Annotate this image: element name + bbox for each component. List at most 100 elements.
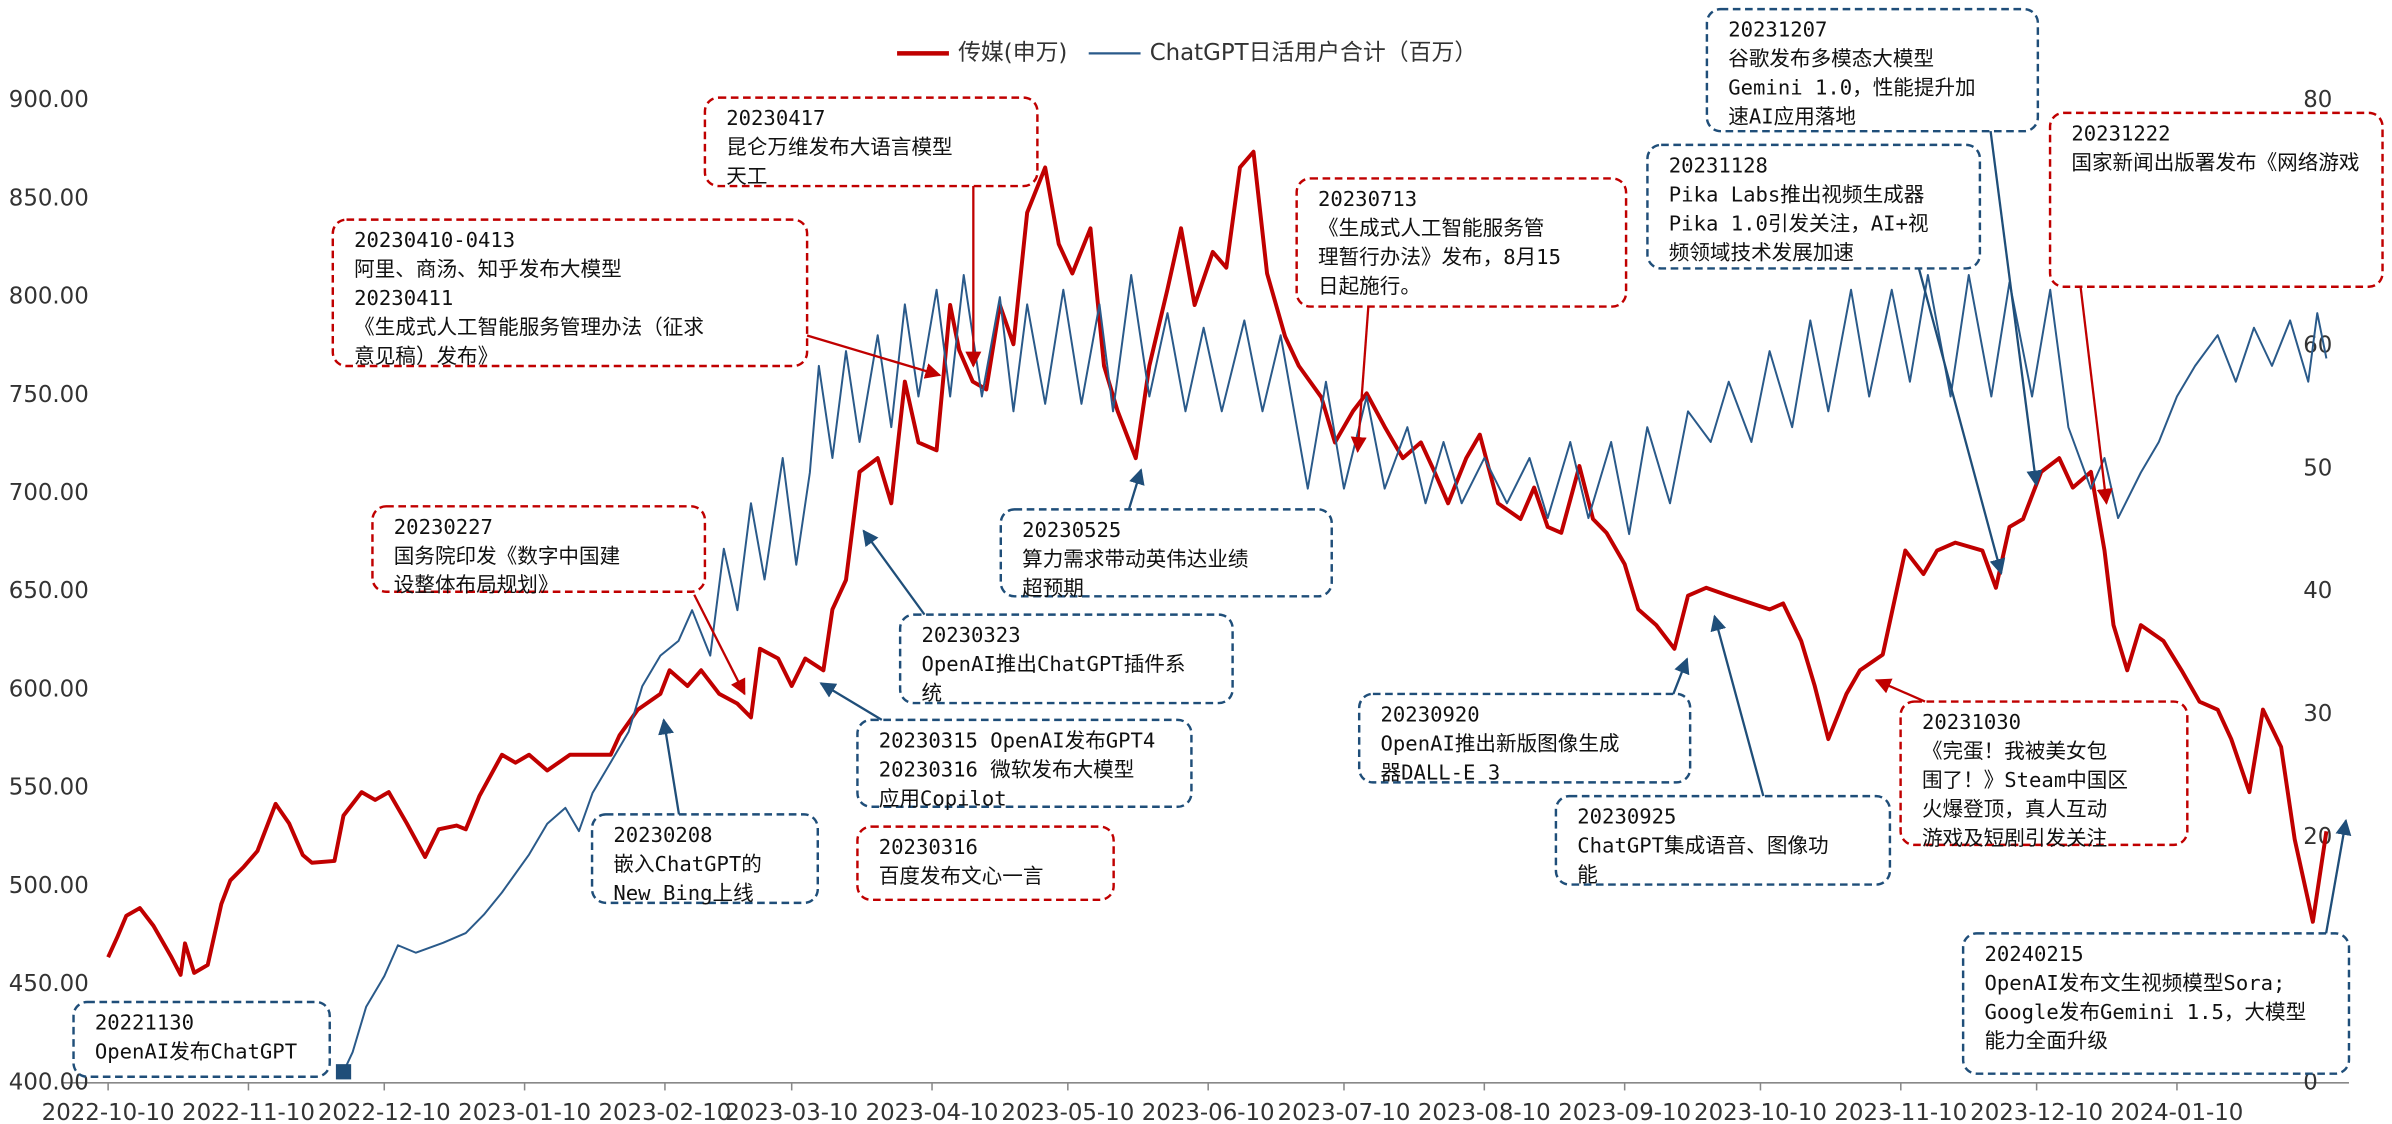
- annotation: 20230208 嵌入ChatGPT的 New Bing上线: [590, 718, 819, 905]
- y-tick-label: 450.00: [9, 971, 89, 997]
- y2-tick-label: 0: [2303, 1069, 2318, 1095]
- series-line: [106, 149, 2329, 977]
- legend-label: ChatGPT日活用户合计（百万）: [1150, 40, 1477, 66]
- annotation-text: 频领域技术发展加速: [1669, 240, 1854, 264]
- annotation-box: [1646, 143, 1982, 270]
- annotation-arrow: [1989, 131, 2043, 487]
- annotation-text: 20230323: [921, 623, 1020, 647]
- x-tick-label: 2023-02-10: [599, 1100, 732, 1124]
- x-tick-label: 2023-12-10: [1970, 1100, 2103, 1124]
- x-tick-label: 2022-11-10: [182, 1100, 315, 1124]
- series-start-marker: [335, 1064, 352, 1080]
- annotation-box: [1961, 932, 2351, 1075]
- y-tick-label: 600.00: [9, 676, 89, 702]
- y-tick-label: 750.00: [9, 382, 89, 408]
- annotation-arrow: [1350, 306, 1370, 454]
- annotation-text: 国家新闻出版署发布《网络游戏: [2071, 150, 2359, 174]
- annotation-arrow: [1672, 657, 1690, 695]
- series-line: [342, 273, 2328, 1073]
- legend: 传媒(申万) ChatGPT日活用户合计（百万）: [897, 40, 1477, 66]
- annotation-box: [898, 613, 1234, 705]
- annotation-text: 20230417: [726, 106, 825, 130]
- annotation-arrow: [1917, 268, 2006, 575]
- x-tick-label: 2023-10-10: [1694, 1100, 1827, 1124]
- y2-tick-label: 30: [2303, 701, 2332, 727]
- annotation-box: [856, 718, 1193, 808]
- annotation: 20231128 Pika Labs推出视频生成器 Pika 1.0引发关注，AI+…: [1646, 143, 2006, 575]
- x-tick-label: 2024-01-10: [2111, 1100, 2244, 1124]
- x-tick-label: 2023-05-10: [1001, 1100, 1134, 1124]
- annotation-arrow: [862, 529, 926, 616]
- annotation-text: 20230713: [1318, 187, 1417, 211]
- annotation-text: 理暂行办法》发布，8月15: [1318, 245, 1561, 269]
- y-tick-label: 800.00: [9, 284, 89, 310]
- annotation-text: ChatGPT集成语音、图像功: [1577, 834, 1828, 858]
- annotation-text: 20230208: [613, 823, 712, 847]
- annotation-box: [371, 505, 707, 593]
- annotation-text: 阿里、商汤、知乎发布大模型: [354, 257, 622, 281]
- annotation-text: OpenAI发布文生视频模型Sora;: [1984, 971, 2285, 995]
- annotation-text: Pika Labs推出视频生成器: [1669, 182, 1925, 206]
- x-tick-label: 2023-04-10: [866, 1100, 999, 1124]
- annotation-arrow: [693, 594, 746, 696]
- y2-tick-label: 80: [2303, 87, 2332, 113]
- y-tick-label: 550.00: [9, 775, 89, 801]
- annotation-text: 20230525: [1022, 518, 1121, 542]
- x-tick-label: 2022-10-10: [42, 1100, 175, 1124]
- annotation-box: [331, 218, 809, 368]
- y-tick-label: 400.00: [9, 1069, 89, 1095]
- y2-tick-label: 40: [2303, 578, 2332, 604]
- annotation-text: 嵌入ChatGPT的: [613, 852, 761, 876]
- annotation-text: 游戏及短剧引发关注: [1922, 826, 2107, 850]
- annotation-arrow: [819, 682, 883, 721]
- annotation: 20231030 《完蛋！我被美女包围了！》Steam中国区火爆登顶，真人互动游戏…: [1874, 678, 2189, 850]
- annotation-arrow: [1127, 468, 1145, 510]
- annotation-text: 超预期: [1022, 576, 1084, 600]
- annotation-text: 20231207: [1728, 18, 1827, 42]
- annotation-arrow: [1710, 614, 1765, 797]
- annotation-text: 20230316 微软发布大模型: [879, 757, 1135, 781]
- annotation: 20230315 OpenAI发布GPT4 20230316 微软发布大模型应用C…: [819, 682, 1193, 810]
- annotation-box: [1705, 7, 2040, 133]
- annotation-box: [1554, 794, 1892, 886]
- annotation-text: 火爆登顶，真人互动: [1922, 797, 2107, 821]
- x-tick-label: 2023-08-10: [1418, 1100, 1551, 1124]
- annotation-arrow: [2079, 286, 2113, 505]
- annotation-text: 20240215: [1984, 942, 2083, 966]
- x-tick-label: 2023-06-10: [1142, 1100, 1275, 1124]
- annotation-box: [590, 813, 819, 905]
- annotation-text: 20230411: [354, 286, 453, 310]
- annotation-box: [856, 825, 1115, 902]
- annotation-text: OpenAI发布ChatGPT: [95, 1039, 297, 1063]
- y-tick-label: 900.00: [9, 87, 89, 113]
- x-tick-label: 2023-03-10: [725, 1100, 858, 1124]
- annotation-box: [1295, 177, 1628, 308]
- annotation: 20230316 百度发布文心一言: [856, 825, 1115, 902]
- annotation-text: 20230316: [879, 835, 978, 859]
- annotation-text: 日起施行。: [1318, 274, 1421, 298]
- annotation: 20231207 谷歌发布多模态大模型 Gemini 1.0，性能提升加速AI应用落…: [1705, 7, 2043, 487]
- x-tick-label: 2023-11-10: [1834, 1100, 1967, 1124]
- annotation-text: 应用Copilot: [879, 786, 1007, 810]
- y2-tick-label: 20: [2303, 824, 2332, 850]
- annotation-text: 20231030: [1922, 710, 2021, 734]
- annotation-text: OpenAI推出新版图像生成: [1381, 731, 1620, 755]
- annotation-text: 算力需求带动英伟达业绩: [1022, 547, 1248, 571]
- x-tick-label: 2023-07-10: [1278, 1100, 1411, 1124]
- annotation-text: 《生成式人工智能服务管理办法（征求: [354, 315, 704, 339]
- annotation-text: Pika 1.0引发关注，AI+视: [1669, 211, 1929, 235]
- annotation: 20240215 OpenAI发布文生视频模型Sora; Google发布Gemin…: [1961, 818, 2352, 1075]
- annotation-text: 20230920: [1381, 702, 1480, 726]
- annotation-text: 能力全面升级: [1984, 1029, 2107, 1053]
- annotation-text: 围了！》Steam中国区: [1922, 768, 2128, 792]
- annotation-text: 意见稿）发布》: [354, 344, 498, 368]
- y2-tick-label: 50: [2303, 455, 2332, 481]
- annotation-text: 20231128: [1669, 153, 1768, 177]
- y-tick-label: 650.00: [9, 578, 89, 604]
- annotation-box: [2048, 111, 2384, 288]
- annotation: 20230410-0413 阿里、商汤、知乎发布大模型 20230411 《生成式人工…: [331, 218, 942, 379]
